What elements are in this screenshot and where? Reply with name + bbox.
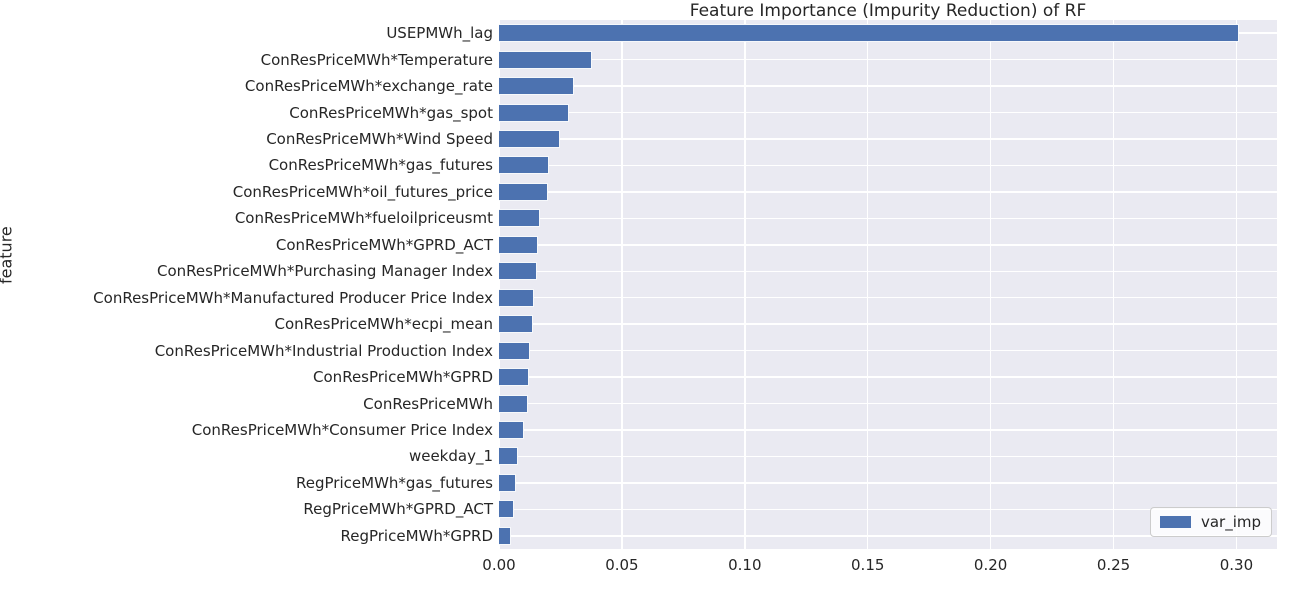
bar [499,315,534,334]
chart-title: Feature Importance (Impurity Reduction) … [689,1,1087,21]
bar [499,182,549,201]
bar [499,420,525,439]
x-tick-label: 0.10 [728,556,762,574]
bar [499,473,516,492]
bar [499,77,574,96]
bar [499,50,593,69]
horizontal-gridline [499,191,1277,193]
x-tick-label: 0.30 [1219,556,1254,574]
bar [499,130,561,149]
bar [499,103,569,122]
horizontal-gridline [499,429,1277,431]
horizontal-gridline [499,164,1277,167]
legend-swatch [1159,516,1191,528]
vertical-gridline [866,20,869,549]
y-tick-label: RegPriceMWh*gas_futures [296,473,493,492]
y-tick-label: ConResPriceMWh*gas_spot [289,103,493,122]
horizontal-gridline [499,270,1277,273]
bar [499,394,528,413]
y-axis-tick-labels: USEPMWh_lag ConResPriceMWh*Temperature Con… [0,20,493,549]
y-tick-label: weekday_1 [408,447,493,466]
horizontal-gridline [499,296,1277,299]
horizontal-gridline [499,508,1277,511]
y-tick-label: RegPriceMWh*GPRD [340,526,493,545]
horizontal-gridline [499,244,1277,246]
y-tick-label: ConResPriceMWh*fueloilpriceusmt [234,209,493,228]
horizontal-gridline [499,455,1277,458]
vertical-gridline [621,20,623,549]
x-axis-tick-labels: 0.00 0.05 0.10 0.15 0.20 0.25 0.30 [0,556,1300,576]
y-tick-label: ConResPriceMWh*gas_futures [268,156,493,175]
y-tick-label: USEPMWh_lag [386,24,493,43]
vertical-gridline [744,20,746,549]
vertical-gridline [1235,20,1238,549]
horizontal-gridline [499,349,1277,352]
bar [499,288,534,307]
legend-label: var_imp [1200,513,1261,531]
bar [499,262,538,281]
y-tick-label: ConResPriceMWh*GPRD_ACT [275,235,493,254]
bar [499,24,1239,43]
horizontal-gridline [499,85,1277,87]
y-tick-label: ConResPriceMWh*exchange_rate [244,77,493,96]
plot-area: var_imp [498,20,1277,549]
y-tick-label: ConResPriceMWh*Manufactured Producer Pri… [93,288,493,307]
x-tick-label: 0.05 [605,556,639,574]
y-tick-label: ConResPriceMWh [363,394,493,413]
y-tick-label: ConResPriceMWh*oil_futures_price [232,182,493,201]
bar [499,368,529,387]
bar [499,209,541,228]
legend: var_imp [1149,507,1272,537]
vertical-gridline [498,20,500,549]
bar [499,156,550,175]
bar [499,500,514,519]
bar [499,526,511,545]
y-tick-label: ConResPriceMWh*Wind Speed [266,130,493,149]
y-tick-label: RegPriceMWh*GPRD_ACT [303,500,493,519]
horizontal-gridline [499,376,1277,378]
y-tick-label: ConResPriceMWh*Purchasing Manager Index [157,262,493,281]
vertical-gridline [1112,20,1115,549]
y-tick-label: ConResPriceMWh*Industrial Production Ind… [154,341,493,360]
y-tick-label: ConResPriceMWh*ecpi_mean [274,315,493,334]
horizontal-gridline [499,323,1277,325]
vertical-gridline [989,20,992,549]
horizontal-gridline [499,58,1277,61]
horizontal-gridline [499,482,1277,484]
y-tick-label: ConResPriceMWh*Temperature [260,50,493,69]
y-tick-label: ConResPriceMWh*GPRD [313,368,493,387]
bar [499,341,530,360]
bar [499,447,518,466]
horizontal-gridline [499,138,1277,140]
horizontal-gridline [499,402,1277,405]
x-tick-label: 0.20 [973,556,1008,574]
x-tick-label: 0.15 [851,556,885,574]
horizontal-gridline [499,111,1277,114]
x-tick-label: 0.25 [1096,556,1131,574]
y-tick-label: ConResPriceMWh*Consumer Price Index [191,420,493,439]
bar [499,235,538,254]
x-tick-label: 0.00 [482,556,516,574]
horizontal-gridline [499,217,1277,220]
horizontal-gridline [499,535,1277,537]
